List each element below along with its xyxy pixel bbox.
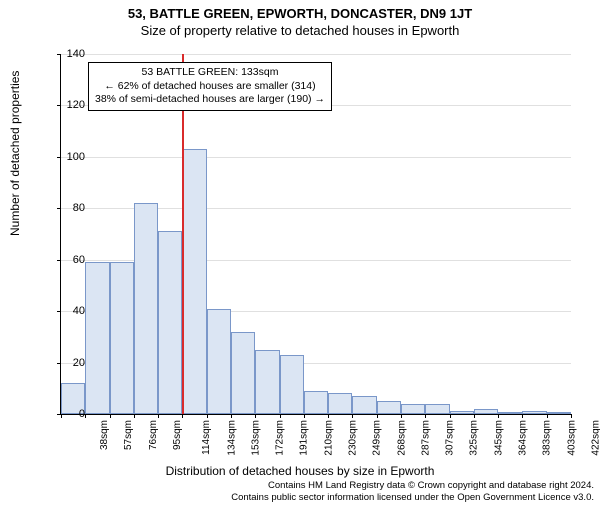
xtick-label: 422sqm [590,420,600,456]
xtick-label: 268sqm [396,420,407,456]
xtick-label: 191sqm [299,420,310,456]
histogram-bar [425,404,449,414]
xtick-mark [450,414,451,418]
ytick-label: 0 [45,408,85,420]
xtick-mark [207,414,208,418]
ytick-label: 140 [45,48,85,60]
xtick-label: 364sqm [518,420,529,456]
histogram-bar [450,411,474,414]
xtick-mark [522,414,523,418]
xtick-mark [231,414,232,418]
ytick-label: 40 [45,305,85,317]
ytick-label: 120 [45,99,85,111]
xtick-label: 76sqm [148,420,159,450]
histogram-bar [474,409,498,414]
histogram-bar [255,350,279,414]
histogram-bar [377,401,401,414]
annotation-box: 53 BATTLE GREEN: 133sqm← 62% of detached… [88,62,332,111]
page-title: 53, BATTLE GREEN, EPWORTH, DONCASTER, DN… [0,6,600,21]
ytick-label: 80 [45,202,85,214]
xtick-mark [425,414,426,418]
xtick-label: 249sqm [372,420,383,456]
footer-line-2: Contains public sector information licen… [231,492,594,503]
grid-line [61,54,571,55]
xtick-label: 383sqm [542,420,553,456]
xtick-mark [255,414,256,418]
xtick-label: 153sqm [250,420,261,456]
histogram-bar [110,262,134,414]
annotation-line: ← 62% of detached houses are smaller (31… [95,80,325,94]
histogram-bar [207,309,231,414]
xtick-mark [134,414,135,418]
xtick-mark [571,414,572,418]
xtick-label: 210sqm [323,420,334,456]
xtick-label: 172sqm [275,420,286,456]
xtick-mark [85,414,86,418]
ytick-label: 100 [45,151,85,163]
histogram-bar [231,332,255,414]
xtick-label: 114sqm [201,420,212,455]
xtick-label: 57sqm [123,420,134,450]
histogram-bar [182,149,206,414]
histogram-bar [522,411,546,414]
histogram-bar [134,203,158,414]
annotation-line: 53 BATTLE GREEN: 133sqm [95,66,325,80]
xtick-label: 38sqm [99,420,110,450]
grid-line [61,157,571,158]
xtick-mark [352,414,353,418]
histogram-bar [352,396,376,414]
ytick-label: 60 [45,254,85,266]
x-axis-label: Distribution of detached houses by size … [0,464,600,478]
xtick-mark [182,414,183,418]
xtick-mark [401,414,402,418]
xtick-label: 325sqm [469,420,480,456]
xtick-label: 230sqm [348,420,359,456]
histogram-bar [328,393,352,414]
xtick-mark [547,414,548,418]
footer-line-1: Contains HM Land Registry data © Crown c… [231,480,594,491]
xtick-mark [304,414,305,418]
xtick-label: 287sqm [420,420,431,456]
annotation-line: 38% of semi-detached houses are larger (… [95,93,325,107]
ytick-label: 20 [45,357,85,369]
page-subtitle: Size of property relative to detached ho… [0,23,600,38]
xtick-label: 134sqm [226,420,237,456]
xtick-mark [110,414,111,418]
histogram-bar [547,412,571,414]
histogram-bar [498,412,522,414]
xtick-label: 307sqm [445,420,456,456]
xtick-mark [280,414,281,418]
xtick-mark [328,414,329,418]
histogram-bar [280,355,304,414]
histogram-bar [85,262,109,414]
xtick-mark [158,414,159,418]
xtick-mark [377,414,378,418]
histogram-bar [401,404,425,414]
xtick-mark [498,414,499,418]
xtick-label: 95sqm [172,420,183,450]
xtick-mark [474,414,475,418]
histogram-bar [158,231,182,414]
xtick-label: 403sqm [566,420,577,456]
xtick-label: 345sqm [493,420,504,456]
histogram-bar [304,391,328,414]
y-axis-label: Number of detached properties [8,71,22,236]
